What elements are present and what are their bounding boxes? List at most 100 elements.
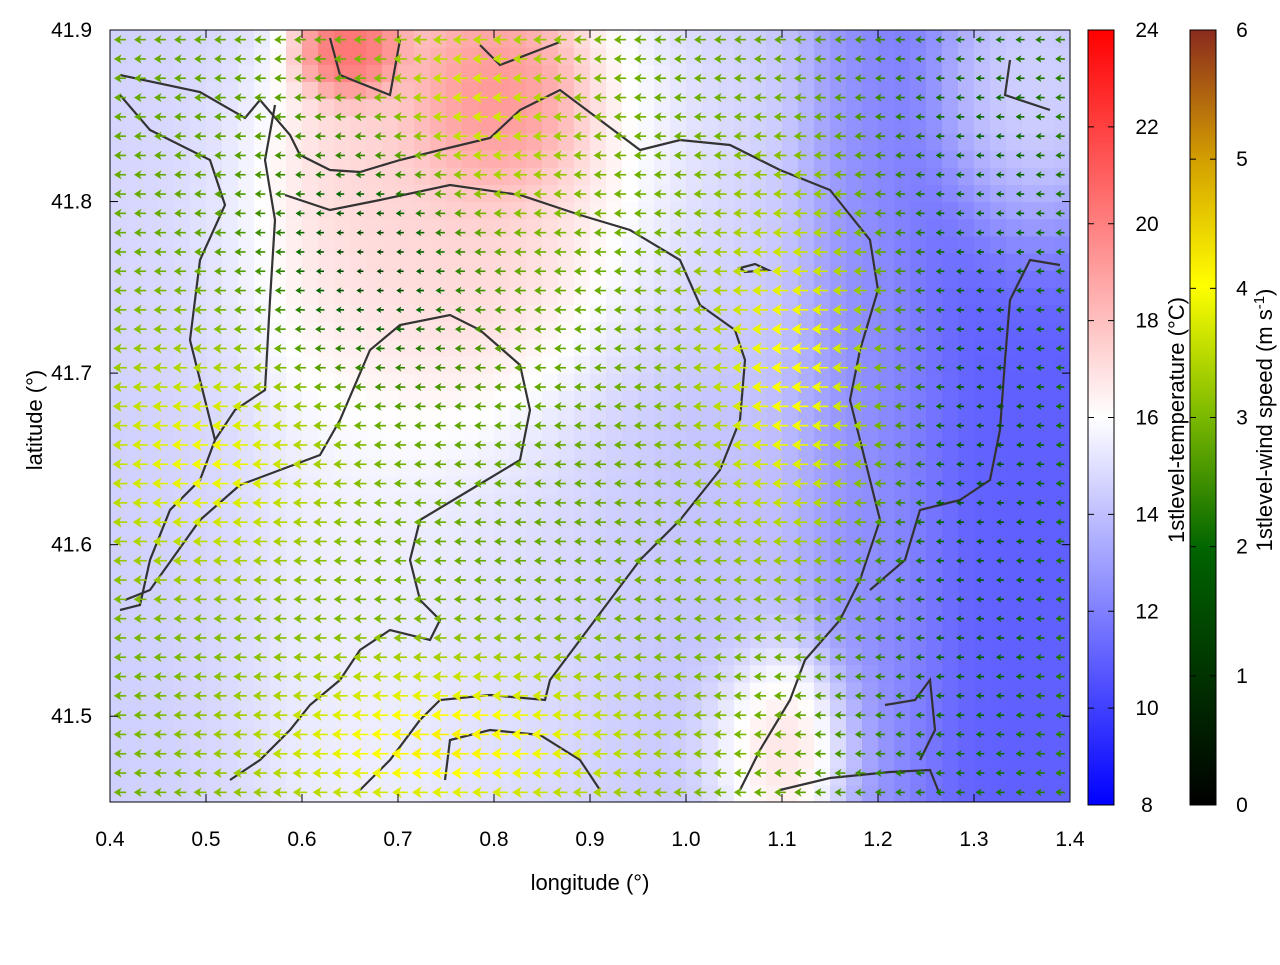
temperature-cell bbox=[1054, 167, 1071, 185]
temperature-cell bbox=[382, 716, 399, 734]
temperature-cell bbox=[398, 236, 415, 254]
temperature-cell bbox=[190, 150, 207, 168]
temperature-cell bbox=[190, 99, 207, 117]
temperature-cell bbox=[558, 476, 575, 494]
temperature-cell bbox=[622, 202, 639, 220]
temperature-cell bbox=[142, 733, 159, 751]
temperature-cell bbox=[142, 562, 159, 580]
temperature-cell bbox=[174, 253, 191, 271]
temperature-cell bbox=[462, 459, 479, 477]
temperature-cell bbox=[574, 562, 591, 580]
temperature-cell bbox=[606, 682, 623, 700]
temperature-cell bbox=[782, 356, 799, 374]
temperature-cell bbox=[638, 682, 655, 700]
temperature-cell bbox=[174, 407, 191, 425]
temperature-cell bbox=[1054, 202, 1071, 220]
temperature-cell bbox=[750, 562, 767, 580]
temperature-cell bbox=[158, 64, 175, 82]
temperature-cell bbox=[142, 150, 159, 168]
temperature-cell bbox=[718, 630, 735, 648]
temperature-cell bbox=[350, 407, 367, 425]
temperature-cell bbox=[398, 167, 415, 185]
temperature-cell bbox=[686, 545, 703, 563]
temperature-cell bbox=[382, 287, 399, 305]
temperature-cell bbox=[414, 562, 431, 580]
temperature-cell bbox=[110, 562, 127, 580]
temperature-cell bbox=[654, 510, 671, 528]
temperature-cell bbox=[1038, 219, 1055, 237]
temperature-cell bbox=[158, 270, 175, 288]
temperature-cell bbox=[446, 630, 463, 648]
temperature-cell bbox=[718, 116, 735, 134]
temperature-cell bbox=[110, 47, 127, 65]
temperature-cell bbox=[942, 425, 959, 443]
temperature-cell bbox=[382, 510, 399, 528]
temperature-cell bbox=[286, 373, 303, 391]
temperature-cell bbox=[574, 425, 591, 443]
temperature-cell bbox=[158, 373, 175, 391]
temperature-cell bbox=[1054, 562, 1071, 580]
temperature-cell bbox=[958, 236, 975, 254]
temperature-cell bbox=[990, 716, 1007, 734]
temperature-cell bbox=[382, 219, 399, 237]
temperature-cell bbox=[638, 630, 655, 648]
temperature-cell bbox=[814, 459, 831, 477]
temperature-cell bbox=[398, 579, 415, 597]
temperature-cell bbox=[206, 236, 223, 254]
temperature-cell bbox=[222, 459, 239, 477]
temperature-cell bbox=[542, 510, 559, 528]
temperature-cell bbox=[158, 390, 175, 408]
temperature-cell bbox=[302, 47, 319, 65]
temperature-cell bbox=[606, 699, 623, 717]
temperature-cell bbox=[430, 407, 447, 425]
temperature-cell bbox=[638, 373, 655, 391]
temperature-cell bbox=[510, 253, 527, 271]
temperature-cell bbox=[958, 407, 975, 425]
temperature-cell bbox=[158, 785, 175, 803]
temperature-cell bbox=[222, 716, 239, 734]
temperature-cell bbox=[558, 322, 575, 340]
temperature-cell bbox=[718, 236, 735, 254]
temperature-cell bbox=[174, 304, 191, 322]
temperature-cell bbox=[974, 630, 991, 648]
temperature-cell bbox=[1054, 545, 1071, 563]
temperature-cell bbox=[878, 682, 895, 700]
temperature-cell bbox=[686, 682, 703, 700]
temperature-cell bbox=[1038, 785, 1055, 803]
temperature-cell bbox=[414, 47, 431, 65]
temperature-cell bbox=[878, 64, 895, 82]
temperature-cell bbox=[814, 99, 831, 117]
temperature-cell bbox=[974, 373, 991, 391]
temperature-cell bbox=[526, 236, 543, 254]
temperature-cell bbox=[606, 528, 623, 546]
temperature-cell bbox=[910, 47, 927, 65]
temperature-cell bbox=[462, 150, 479, 168]
temperature-cell bbox=[798, 630, 815, 648]
temperature-cell bbox=[414, 425, 431, 443]
temperature-cell bbox=[862, 81, 879, 99]
temperature-cell bbox=[622, 253, 639, 271]
temperature-cell bbox=[1006, 665, 1023, 683]
temperature-cell bbox=[622, 425, 639, 443]
temperature-cell bbox=[302, 665, 319, 683]
temperature-cell bbox=[766, 545, 783, 563]
temperature-cell bbox=[974, 116, 991, 134]
temperature-cell bbox=[958, 545, 975, 563]
temperature-cell bbox=[958, 785, 975, 803]
temperature-cell bbox=[1038, 682, 1055, 700]
temperature-cell bbox=[862, 785, 879, 803]
temperature-cell bbox=[222, 253, 239, 271]
temperature-cell bbox=[1022, 322, 1039, 340]
temperature-cell bbox=[990, 304, 1007, 322]
temperature-cell bbox=[958, 682, 975, 700]
temperature-cell bbox=[638, 579, 655, 597]
temperature-cell bbox=[382, 202, 399, 220]
temperature-cell bbox=[174, 150, 191, 168]
temperature-cell bbox=[558, 167, 575, 185]
temperature-cell bbox=[910, 665, 927, 683]
temperature-cell bbox=[718, 682, 735, 700]
temperature-cell bbox=[942, 167, 959, 185]
temperature-cell bbox=[254, 716, 271, 734]
temperature-cell bbox=[478, 390, 495, 408]
temperature-cell bbox=[574, 356, 591, 374]
